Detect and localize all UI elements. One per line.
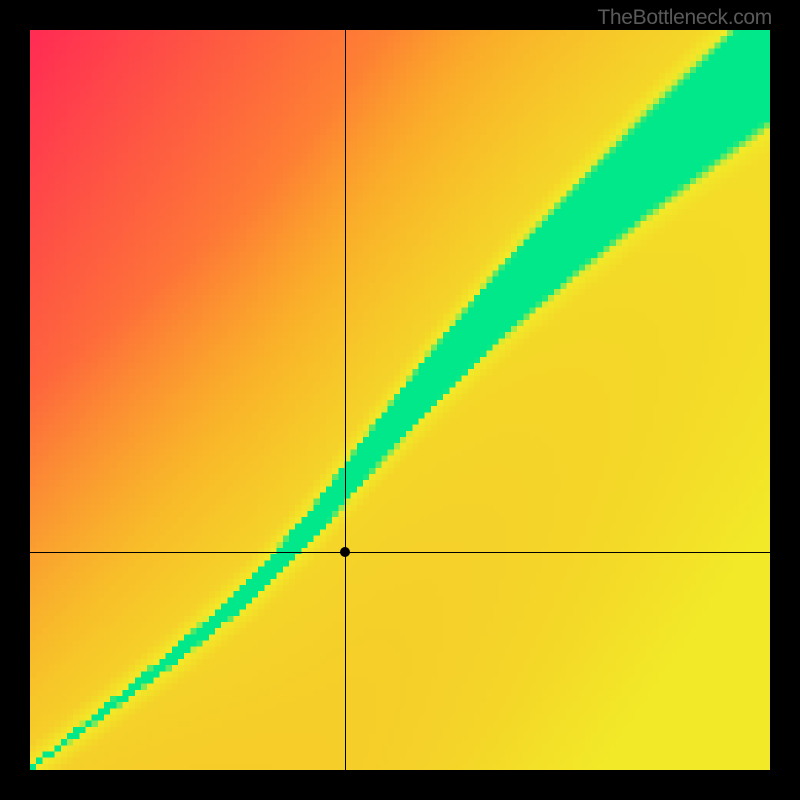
watermark-text: TheBottleneck.com [597,6,772,30]
heatmap-canvas [30,30,770,770]
data-point-marker [340,547,350,557]
plot-area [30,30,770,770]
crosshair-vertical [345,30,346,770]
crosshair-horizontal [30,552,770,553]
